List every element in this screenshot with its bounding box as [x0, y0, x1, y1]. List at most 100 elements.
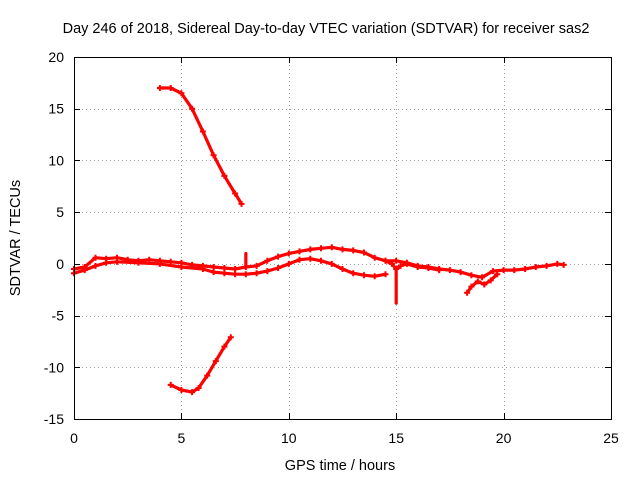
data-point-main-upper — [339, 246, 346, 253]
data-point-main-upper — [446, 267, 453, 274]
data-point-main-upper — [318, 245, 324, 252]
data-point-arc-lower — [178, 387, 185, 393]
data-point-main-upper — [479, 274, 486, 281]
data-point-main-upper — [253, 262, 260, 269]
data-point-main-lower — [178, 264, 185, 270]
data-point-main-upper — [489, 268, 496, 275]
data-point-main-lower — [275, 265, 282, 271]
data-point-main-upper — [328, 244, 335, 251]
data-point-segment-15h — [382, 257, 389, 264]
data-point-main-lower — [339, 266, 346, 272]
data-point-main-upper — [232, 266, 239, 272]
data-point-main-upper — [361, 249, 367, 256]
data-point-main-lower — [114, 258, 120, 265]
data-point-main-upper — [522, 266, 529, 272]
data-point-arc-upper — [221, 172, 228, 179]
data-point-main-lower — [296, 256, 303, 263]
data-point-segment-18h — [474, 278, 481, 285]
data-point-main-lower — [210, 269, 217, 276]
data-point-segment-15h — [436, 267, 443, 274]
y-tick-label: 10 — [48, 152, 64, 168]
data-point-segment-15h — [414, 264, 421, 270]
data-point-main-upper — [350, 247, 357, 254]
data-point-arc-upper — [156, 85, 163, 91]
data-point-arc-lower — [204, 372, 211, 379]
data-point-main-lower — [232, 271, 239, 278]
data-point-main-lower — [350, 270, 357, 277]
plot-frame — [74, 57, 612, 420]
data-point-main-upper — [532, 264, 539, 270]
x-tick-label: 20 — [496, 430, 512, 446]
data-point-main-upper — [543, 262, 550, 269]
data-point-main-lower — [156, 260, 163, 267]
data-point-main-upper — [457, 269, 464, 276]
data-point-main-lower — [361, 272, 367, 279]
data-point-main-upper — [307, 246, 314, 253]
grid-lines — [74, 57, 611, 419]
data-point-segment-18h — [468, 283, 475, 290]
data-point-main-lower — [242, 271, 249, 278]
chart-title: Day 246 of 2018, Sidereal Day-to-day VTE… — [63, 21, 590, 37]
data-point-main-upper — [500, 267, 507, 274]
data-point-main-lower — [103, 259, 110, 266]
data-point-arc-upper — [238, 200, 245, 207]
data-point-main-upper — [285, 250, 292, 257]
data-point-arc-upper — [189, 105, 196, 112]
data-point-arc-upper — [199, 128, 206, 135]
axis-ticks: 0 5 10 15 20 25 -15 -10 -5 0 5 10 15 20 — [44, 49, 619, 446]
data-point-segment-15h — [425, 265, 432, 271]
x-tick-label: 0 — [70, 430, 78, 446]
data-point-main-upper — [296, 248, 303, 255]
data-point-main-upper — [92, 254, 99, 261]
data-point-segment-18h — [481, 281, 488, 288]
data-point-arc-upper — [167, 85, 174, 91]
y-tick-label: 20 — [48, 49, 64, 65]
data-point-main-upper — [264, 257, 271, 264]
data-point-arc-lower — [221, 343, 228, 350]
data-point-main-upper — [511, 267, 518, 274]
data-point-main-upper — [146, 256, 153, 263]
data-point-main-upper — [560, 261, 567, 268]
data-point-segment-18h — [487, 277, 494, 284]
data-point-arc-lower — [189, 389, 196, 396]
data-point-arc-upper — [210, 152, 217, 159]
data-point-main-lower — [221, 270, 228, 277]
data-point-main-upper — [210, 264, 217, 270]
data-point-main-lower — [92, 262, 99, 269]
data-point-main-lower — [81, 267, 88, 274]
data-point-main-lower — [199, 266, 206, 272]
x-tick-label: 5 — [178, 430, 186, 446]
x-tick-label: 10 — [281, 430, 297, 446]
y-tick-label: -5 — [52, 308, 65, 324]
data-point-main-upper — [371, 254, 378, 261]
x-tick-label: 15 — [388, 430, 404, 446]
data-point-main-upper — [554, 260, 561, 267]
y-tick-label: -10 — [44, 359, 64, 375]
data-point-arc-upper — [232, 190, 239, 197]
data-point-main-lower — [371, 273, 378, 280]
data-point-segment-15h — [397, 262, 404, 269]
data-point-arc-lower — [167, 381, 174, 388]
data-point-main-lower — [382, 271, 389, 278]
data-point-main-upper — [167, 258, 174, 265]
y-tick-label: -15 — [44, 411, 64, 427]
data-point-main-upper — [275, 253, 282, 260]
data-point-segment-15h — [388, 260, 395, 267]
y-axis-label: SDTVAR / TECUs — [8, 180, 24, 296]
y-tick-label: 0 — [56, 256, 64, 272]
data-point-main-lower — [328, 260, 335, 267]
data-point-main-upper — [221, 265, 228, 271]
data-point-arc-lower — [227, 334, 234, 341]
data-point-segment-18h — [494, 271, 501, 278]
y-tick-label: 5 — [56, 204, 64, 220]
data-point-arc-lower — [195, 385, 202, 391]
data-point-main-lower — [285, 260, 292, 267]
data-point-main-lower — [307, 255, 314, 262]
data-point-segment-18h — [464, 289, 471, 296]
data-point-main-lower — [264, 268, 271, 275]
data-point-arc-lower — [212, 358, 219, 365]
data-point-segment-15h — [403, 260, 410, 267]
x-tick-label: 25 — [603, 430, 619, 446]
